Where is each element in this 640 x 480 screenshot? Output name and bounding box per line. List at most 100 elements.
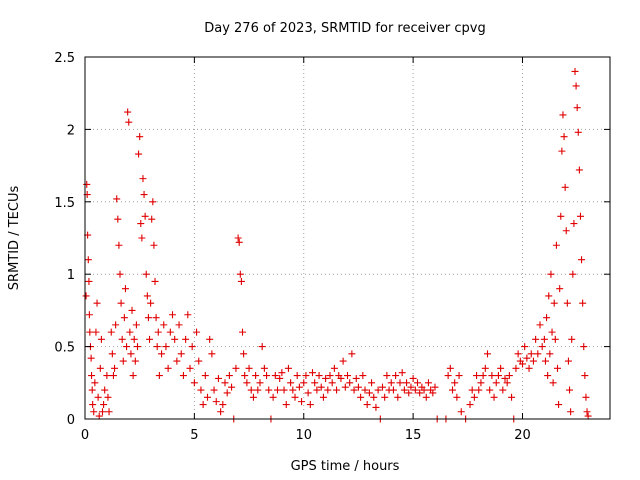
data-point <box>571 67 579 75</box>
data-point <box>293 372 301 380</box>
plot-frame <box>84 56 611 420</box>
data-point <box>512 364 520 372</box>
data-point <box>120 314 128 322</box>
data-point <box>148 215 156 223</box>
data-point <box>317 383 325 391</box>
data-point <box>103 372 111 380</box>
data-point <box>154 328 162 336</box>
data-point <box>104 393 112 401</box>
data-point <box>544 372 552 380</box>
data-point <box>525 364 533 372</box>
data-point <box>252 372 260 380</box>
data-point <box>505 372 513 380</box>
y-axis-label: SRMTID / TECUs <box>7 186 22 291</box>
data-point <box>449 386 456 394</box>
data-point <box>567 408 575 416</box>
data-point <box>85 311 93 319</box>
data-point <box>150 241 158 249</box>
data-point <box>302 372 310 380</box>
data-point <box>287 379 295 387</box>
data-point <box>337 374 345 382</box>
data-point <box>569 270 577 278</box>
data-point <box>95 412 103 420</box>
data-point <box>152 314 160 322</box>
data-point <box>403 379 411 387</box>
x-tick-label: 20 <box>514 428 531 443</box>
data-point <box>431 383 439 391</box>
data-point <box>93 299 101 307</box>
data-point <box>313 386 321 394</box>
y-tick-label: 0 <box>67 413 75 428</box>
data-point <box>304 389 312 397</box>
data-point <box>398 369 406 377</box>
data-point <box>263 372 271 380</box>
data-point <box>179 372 187 380</box>
data-point <box>91 379 99 387</box>
data-point <box>160 321 168 329</box>
x-axis-label: GPS time / hours <box>291 459 400 474</box>
data-point <box>558 147 566 155</box>
data-point <box>136 133 144 141</box>
data-point <box>153 343 161 351</box>
data-point <box>276 374 284 382</box>
data-point <box>232 364 240 372</box>
data-point <box>554 364 561 372</box>
x-tick-label: 15 <box>405 428 422 443</box>
data-point <box>341 383 349 391</box>
data-point <box>523 354 531 362</box>
data-point <box>214 374 222 382</box>
x-tick-label: 10 <box>295 428 312 443</box>
data-point <box>237 277 245 285</box>
data-point <box>116 270 124 278</box>
y-tick-label: 2 <box>67 123 75 138</box>
data-point <box>541 357 549 365</box>
data-point <box>484 350 491 358</box>
data-point <box>563 299 571 307</box>
data-point <box>552 241 560 249</box>
data-point <box>274 386 281 394</box>
data-point <box>564 357 572 365</box>
data-point <box>139 175 147 183</box>
y-tick-label: 0.5 <box>54 341 75 356</box>
data-point <box>89 401 97 409</box>
data-point <box>208 350 216 358</box>
data-point <box>322 374 330 382</box>
data-point <box>119 357 127 365</box>
data-point <box>158 350 166 358</box>
data-series-srmtid <box>82 67 592 423</box>
data-point <box>188 343 196 351</box>
data-point <box>575 166 583 174</box>
data-point <box>99 408 106 416</box>
grid <box>85 57 610 419</box>
data-point <box>256 379 264 387</box>
data-point <box>97 335 105 343</box>
data-point <box>519 360 526 368</box>
data-point <box>126 328 134 336</box>
data-point <box>566 386 574 394</box>
data-point <box>83 180 91 188</box>
data-point <box>94 393 102 401</box>
data-point <box>195 357 203 365</box>
data-point <box>503 379 511 387</box>
data-point <box>101 386 109 394</box>
data-point <box>368 379 376 387</box>
data-point <box>141 212 149 220</box>
data-point <box>289 386 297 394</box>
data-point <box>363 401 371 409</box>
data-point <box>488 372 496 380</box>
data-point <box>92 328 100 336</box>
data-point <box>138 234 146 242</box>
data-point <box>249 393 257 401</box>
data-point <box>561 183 569 191</box>
data-point <box>581 372 589 380</box>
data-point <box>405 389 413 397</box>
data-point <box>175 321 183 329</box>
data-point <box>271 372 279 380</box>
data-point <box>162 343 170 351</box>
data-point <box>166 328 174 336</box>
data-point <box>82 292 90 300</box>
data-point <box>494 372 502 380</box>
data-point <box>444 372 452 380</box>
x-tick-label: 5 <box>190 428 198 443</box>
data-point <box>309 369 316 377</box>
